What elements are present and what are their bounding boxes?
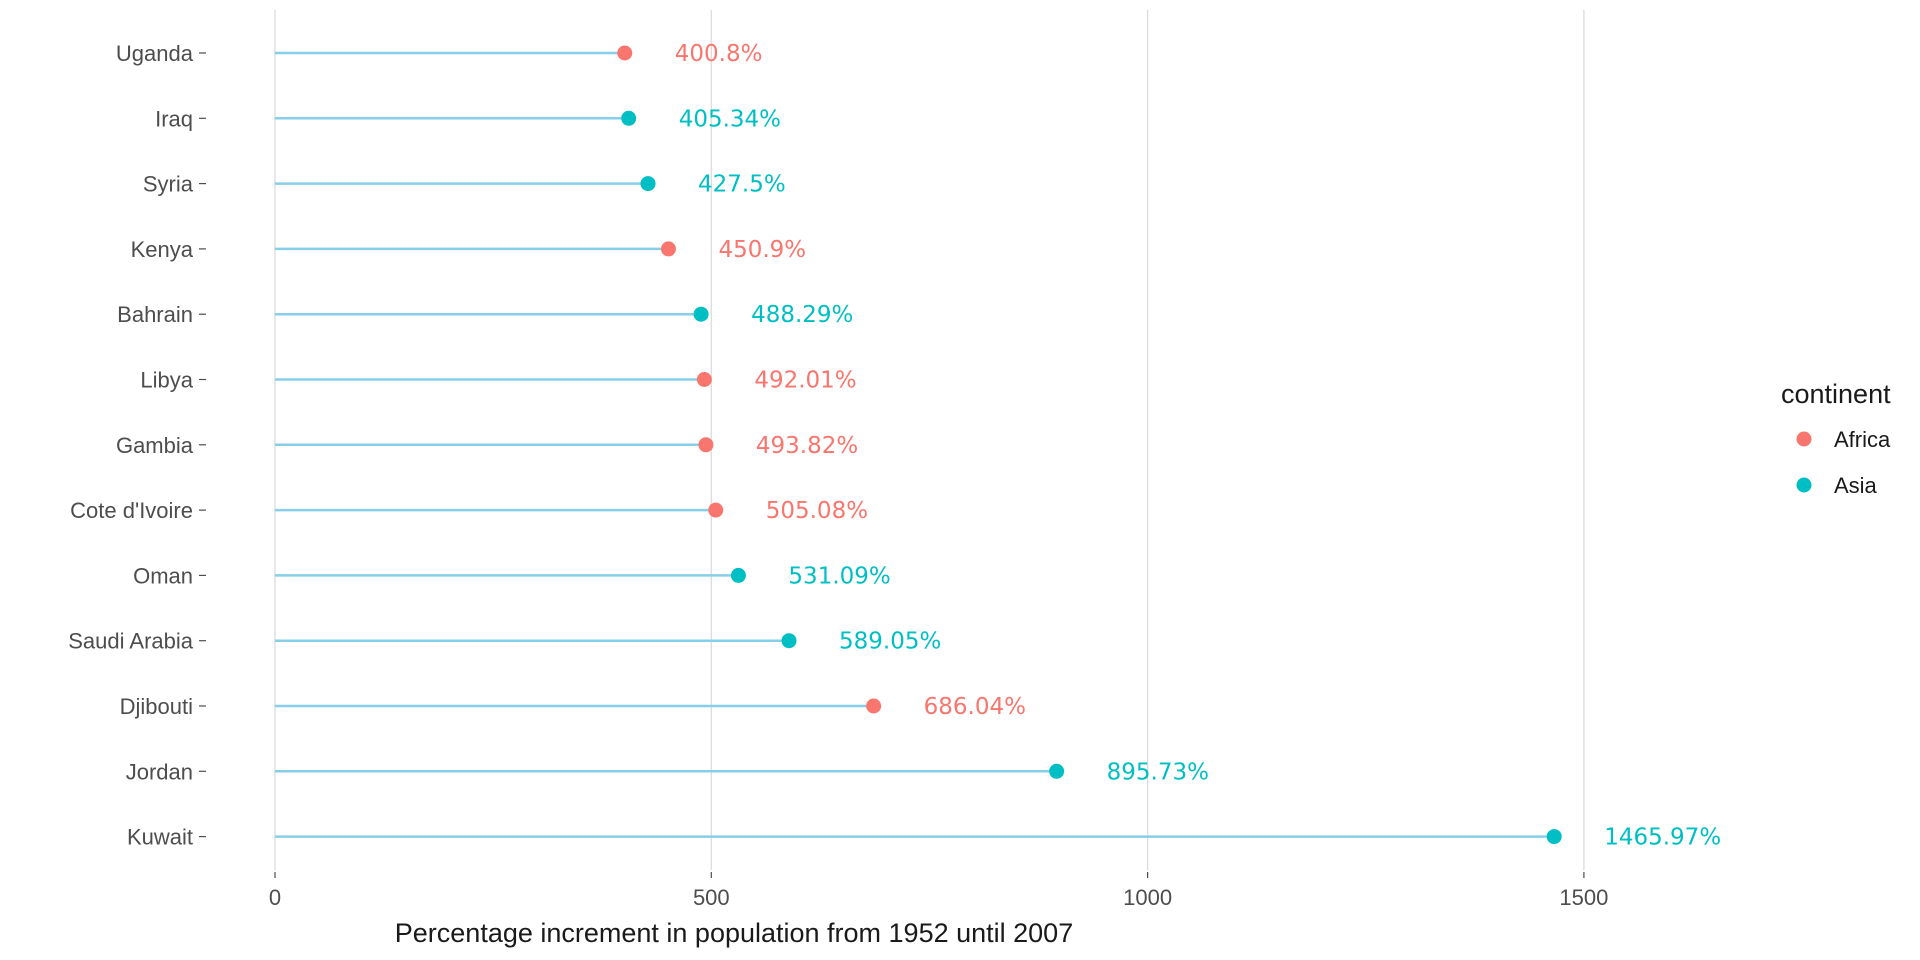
legend-entries: Africa Asia [1796,427,1891,498]
gridlines [274,10,1585,870]
legend: continent Africa Asia [1781,379,1891,498]
data-point [1546,829,1562,845]
legend-key [1796,477,1812,493]
value-label: 400.8% [675,41,763,67]
x-axis: 0 500 1000 1500 [269,872,1608,910]
value-labels: 400.8% 405.34% 427.5% 450.9% 488.29% 492.01% 4… [675,41,1721,851]
value-label: 505.08% [766,498,868,524]
value-label: 493.82% [756,433,858,459]
data-point [696,372,712,387]
value-label: 492.01% [754,368,856,394]
value-label: 531.09% [788,563,890,589]
value-label: 686.04% [924,694,1026,720]
x-tick-label: 1000 [1123,885,1172,910]
data-point [660,241,676,257]
x-tick-label: 500 [693,885,730,910]
x-tick-label: 0 [269,885,281,910]
legend-label: Asia [1834,473,1878,498]
data-point [617,45,633,61]
y-tick-label: Djibouti [120,694,193,719]
value-label: 895.73% [1107,759,1209,785]
legend-label: Africa [1834,427,1891,452]
y-tick-label: Jordan [126,759,193,784]
data-point [1049,763,1065,779]
legend-title: continent [1781,379,1891,409]
y-tick-label: Oman [133,563,193,588]
value-label: 488.29% [751,302,853,328]
data-point [640,176,656,192]
data-point [621,110,637,126]
y-tick-label: Saudi Arabia [68,629,194,654]
y-tick-label: Bahrain [117,302,193,327]
value-label: 1465.97% [1604,825,1721,851]
y-tick-label: Kenya [131,237,194,262]
data-point [730,567,746,583]
lollipop-stems [275,51,1555,838]
value-label: 427.5% [698,172,786,198]
y-tick-label: Kuwait [127,825,193,850]
x-tick-label: 1500 [1559,885,1608,910]
data-point [866,698,882,714]
x-axis-title: Percentage increment in population from … [395,918,1073,948]
y-tick-label: Gambia [116,433,194,458]
y-tick-label: Cote d'Ivoire [70,498,193,523]
y-axis: Uganda Iraq Syria Kenya Bahrain Libya Gambia Co… [68,41,206,850]
y-tick-label: Uganda [116,41,194,66]
data-point [698,437,714,453]
lollipop-dots [617,45,1562,845]
y-tick-label: Syria [143,172,194,197]
value-label: 589.05% [839,629,941,655]
value-label: 405.34% [679,106,781,132]
legend-key [1796,431,1812,447]
value-label: 450.9% [718,237,806,263]
data-point [693,306,709,322]
y-tick-label: Libya [140,368,193,393]
data-point [781,633,797,649]
data-point [708,502,724,518]
y-tick-label: Iraq [155,106,193,131]
